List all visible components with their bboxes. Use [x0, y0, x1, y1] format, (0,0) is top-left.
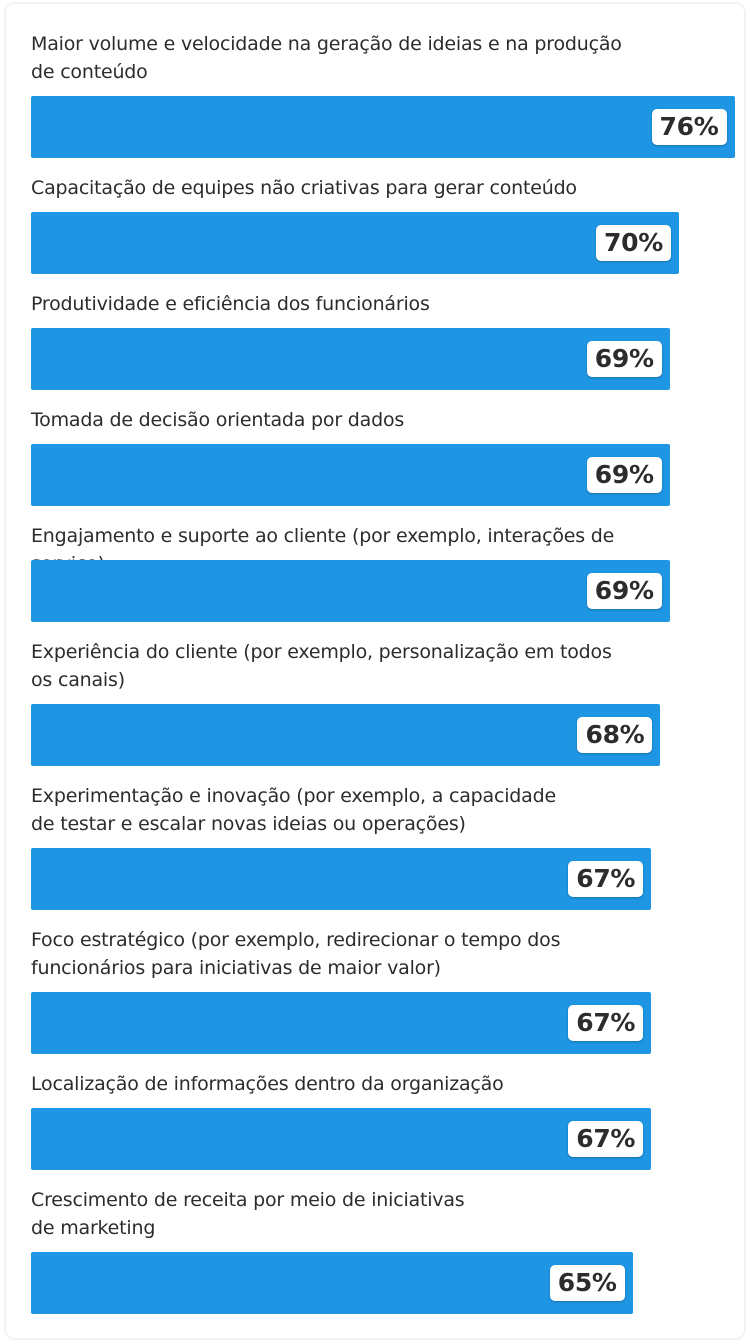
bar: 69% [31, 444, 670, 506]
category-label-line: Tomada de decisão orientada por dados [31, 409, 405, 431]
category-label: Experiência do cliente (por exemplo, per… [31, 638, 691, 694]
value-label: 67% [568, 1005, 644, 1041]
category-label: Maior volume e velocidade na geração de … [31, 30, 691, 86]
value-label: 69% [586, 341, 662, 377]
value-label: 67% [568, 1121, 644, 1157]
category-label-line: Localização de informações dentro da org… [31, 1073, 504, 1095]
category-label: Foco estratégico (por exemplo, redirecio… [31, 926, 691, 982]
category-label-line: de conteúdo [31, 61, 148, 83]
bar: 76% [31, 96, 735, 158]
category-label: Capacitação de equipes não criativas par… [31, 174, 691, 202]
value-label: 67% [568, 861, 644, 897]
bar: 67% [31, 1108, 652, 1170]
category-label: Crescimento de receita por meio de inici… [31, 1186, 691, 1242]
category-label-line: Crescimento de receita por meio de inici… [31, 1189, 465, 1211]
category-label-line: os canais) [31, 669, 125, 691]
value-label: 65% [549, 1265, 625, 1301]
bar: 65% [31, 1252, 633, 1314]
bar: 69% [31, 328, 670, 390]
category-label: Localização de informações dentro da org… [31, 1070, 691, 1098]
bar: 68% [31, 704, 661, 766]
category-label-line: de testar e escalar novas ideias ou oper… [31, 813, 466, 835]
value-label: 70% [596, 225, 671, 261]
category-label: Tomada de decisão orientada por dados [31, 406, 691, 434]
value-label: 69% [586, 573, 662, 609]
bar: 67% [31, 992, 652, 1054]
category-label-line: Foco estratégico (por exemplo, redirecio… [31, 929, 561, 951]
category-label-line: Experiência do cliente (por exemplo, per… [31, 641, 612, 663]
category-label: Experimentação e inovação (por exemplo, … [31, 782, 691, 838]
category-label-line: Capacitação de equipes não criativas par… [31, 177, 577, 199]
bar: 67% [31, 848, 652, 910]
category-label-line: de marketing [31, 1217, 156, 1239]
value-label: 68% [577, 717, 653, 753]
category-label: Produtividade e eficiência dos funcionár… [31, 290, 691, 318]
bar: 69% [31, 560, 670, 622]
bar: 70% [31, 212, 679, 274]
category-label-line: funcionários para iniciativas de maior v… [31, 957, 441, 979]
category-label-line: Experimentação e inovação (por exemplo, … [31, 785, 556, 807]
category-label-line: Maior volume e velocidade na geração de … [31, 33, 622, 55]
value-label: 69% [586, 457, 662, 493]
category-label-line: Produtividade e eficiência dos funcionár… [31, 293, 430, 315]
value-label: 76% [651, 109, 727, 145]
